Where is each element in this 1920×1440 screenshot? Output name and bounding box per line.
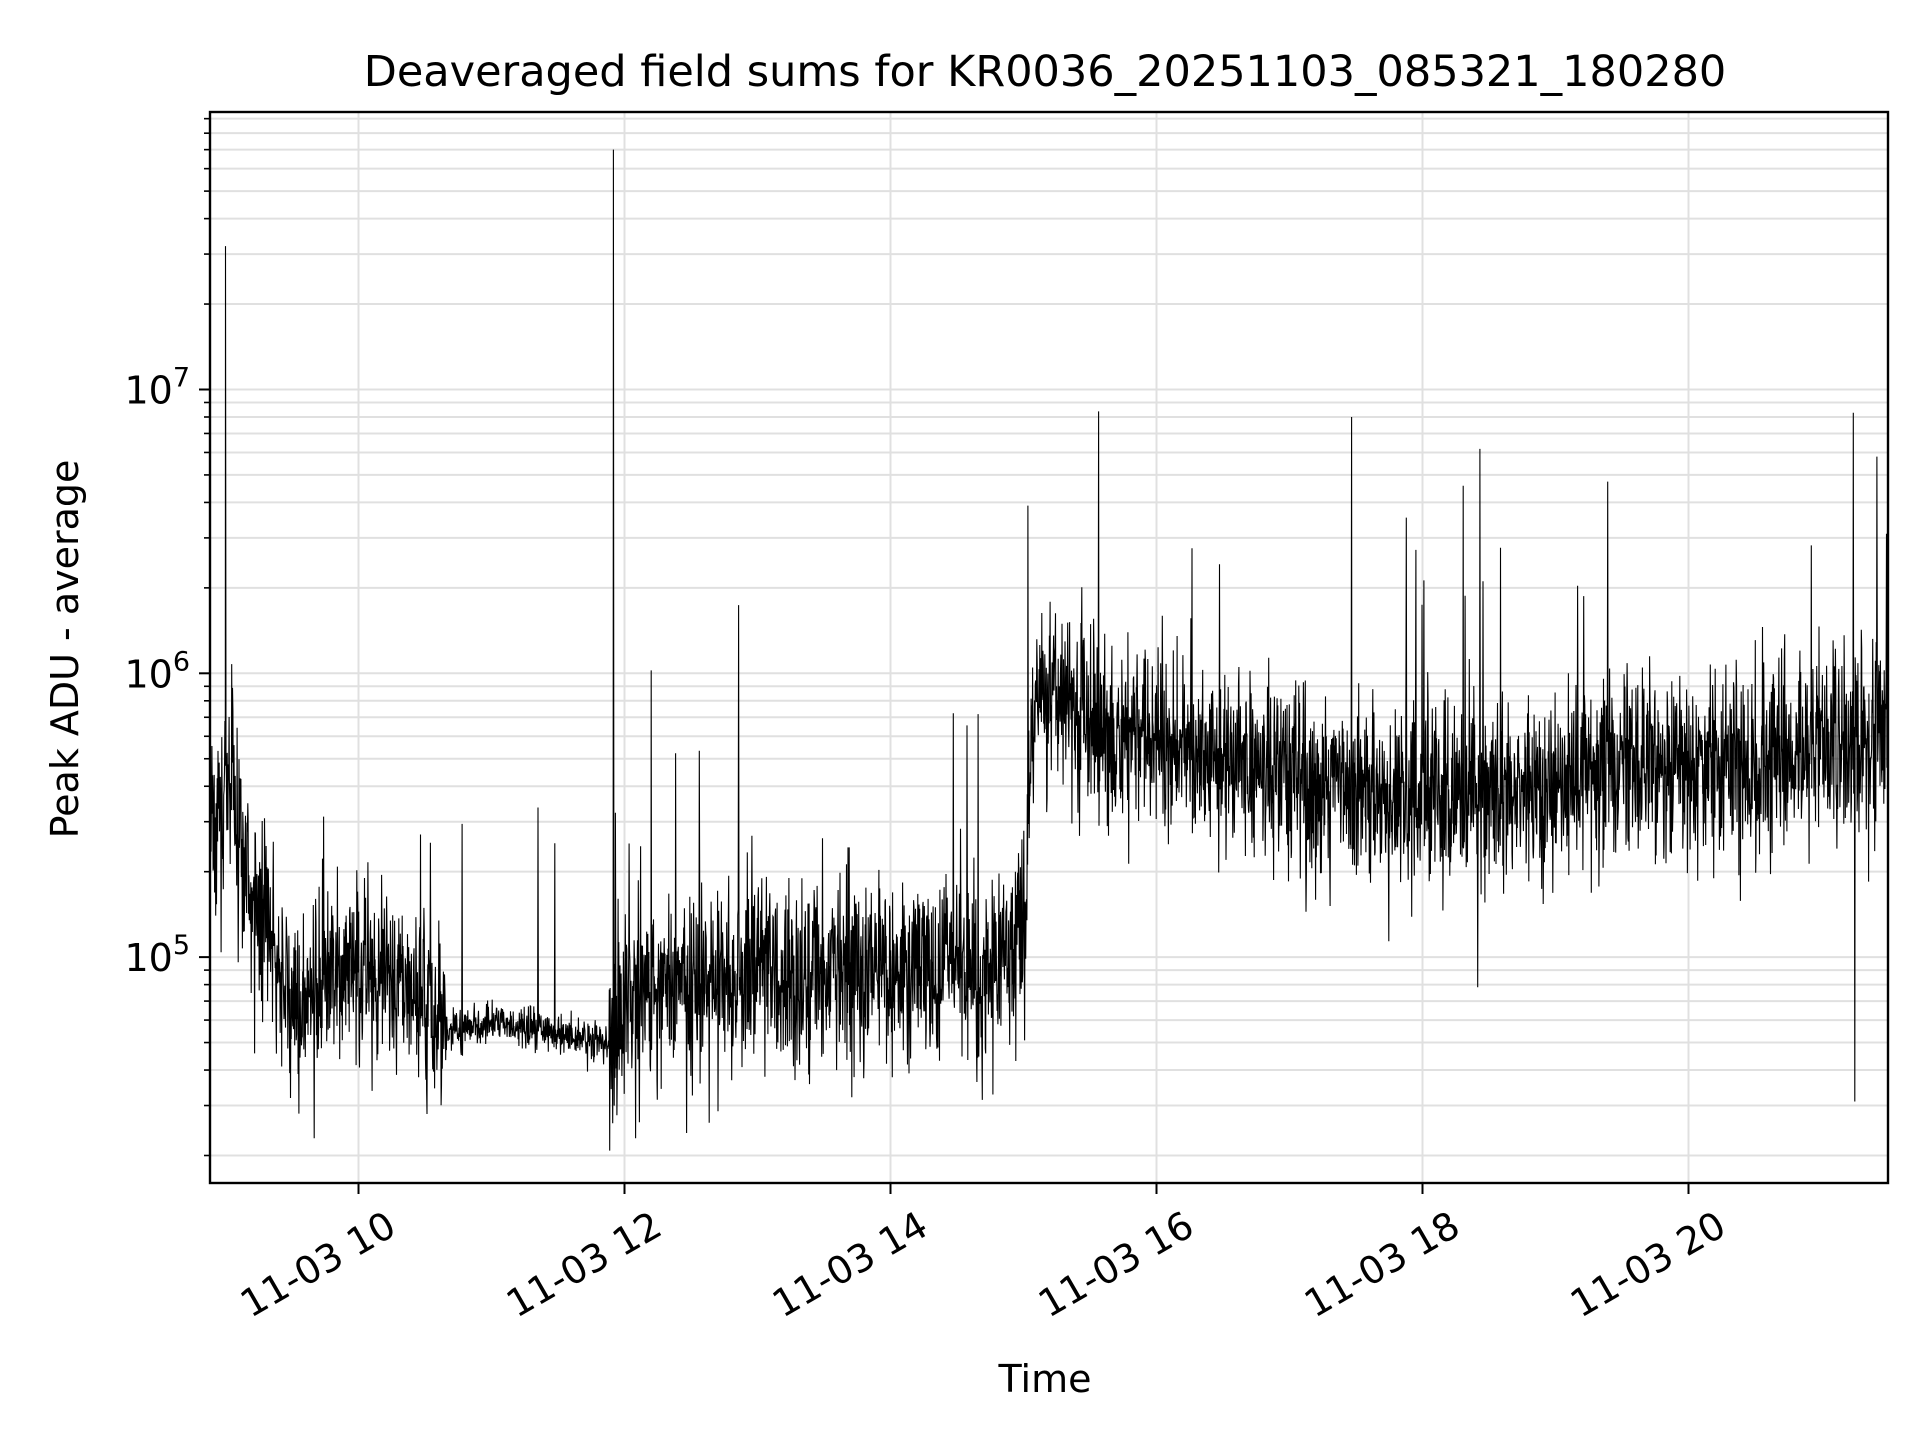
y-tick-label-exponent: 7 bbox=[173, 362, 190, 393]
y-axis-label: Peak ADU - average bbox=[43, 460, 87, 839]
data-series-line bbox=[209, 149, 1889, 1151]
y-tick-label-base: 10 bbox=[124, 936, 172, 980]
y-tick-label: 105 bbox=[124, 930, 190, 980]
y-tick-label-exponent: 5 bbox=[173, 930, 190, 961]
y-tick-label-base: 10 bbox=[124, 652, 172, 696]
y-tick-label-exponent: 6 bbox=[173, 646, 190, 677]
series-layer bbox=[209, 149, 1889, 1151]
y-tick-label-base: 10 bbox=[124, 368, 172, 412]
y-tick-label: 106 bbox=[124, 646, 190, 696]
x-axis-label: Time bbox=[998, 1357, 1092, 1401]
chart-title: Deaveraged field sums for KR0036_2025110… bbox=[364, 47, 1727, 97]
axes-frame bbox=[208, 110, 1890, 1185]
y-tick-label: 107 bbox=[124, 362, 190, 412]
